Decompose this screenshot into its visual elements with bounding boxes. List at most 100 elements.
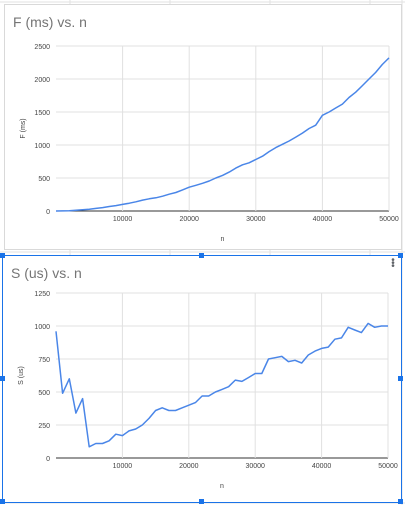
- data-point: [335, 107, 337, 109]
- y-axis-title: S (us): [18, 366, 25, 385]
- resize-handle-top-right[interactable]: [398, 253, 403, 258]
- data-point: [222, 175, 224, 177]
- data-point: [228, 386, 230, 388]
- data-point: [367, 323, 369, 325]
- data-point: [95, 208, 97, 210]
- y-axis-title: F (ms): [20, 118, 27, 138]
- data-point: [268, 151, 270, 153]
- data-point: [388, 57, 390, 59]
- x-tick-label: 10000: [113, 216, 133, 223]
- data-point: [62, 210, 64, 212]
- data-point: [142, 424, 144, 426]
- chart-f-ms-vs-n[interactable]: F (ms) vs. n 0 500 1000 1500 2000 2500 10000 20…: [4, 4, 402, 250]
- data-point: [201, 395, 203, 397]
- data-point: [95, 443, 97, 445]
- data-point: [301, 362, 303, 364]
- chart-title: F (ms) vs. n: [13, 14, 87, 30]
- data-point: [89, 208, 91, 210]
- data-point: [208, 180, 210, 182]
- x-tick-label: 20000: [179, 463, 199, 470]
- data-point: [341, 337, 343, 339]
- data-point: [248, 377, 250, 379]
- data-point: [75, 210, 77, 212]
- data-point: [241, 381, 243, 383]
- data-point: [128, 430, 130, 432]
- x-tick-label: 50000: [379, 216, 399, 223]
- data-point: [69, 378, 71, 380]
- data-point: [135, 201, 137, 203]
- data-point: [69, 210, 71, 212]
- y-tick-label: 1250: [34, 291, 50, 298]
- data-point: [348, 97, 350, 99]
- data-point: [242, 164, 244, 166]
- data-point: [148, 418, 150, 420]
- resize-handle-top-middle[interactable]: [199, 253, 204, 258]
- data-point: [109, 206, 111, 208]
- x-tick-label: 30000: [245, 463, 265, 470]
- data-point: [295, 136, 297, 138]
- x-axis-title: n: [220, 483, 224, 490]
- y-tick-label: 750: [38, 357, 50, 364]
- x-tick-label: 50000: [378, 463, 398, 470]
- data-point: [248, 162, 250, 164]
- data-point: [135, 428, 137, 430]
- data-point: [321, 348, 323, 350]
- y-tick-label: 2000: [34, 77, 50, 84]
- series-line: [55, 322, 388, 448]
- data-point: [315, 124, 317, 126]
- data-point: [355, 91, 357, 93]
- data-point: [161, 407, 163, 409]
- x-tick-label: 20000: [179, 216, 199, 223]
- data-point: [382, 64, 384, 66]
- data-point: [308, 128, 310, 130]
- data-point: [387, 325, 389, 327]
- data-point: [122, 204, 124, 206]
- chart-title: S (us) vs. n: [11, 265, 82, 281]
- series-line: [55, 57, 390, 212]
- data-point: [55, 331, 57, 333]
- data-point: [215, 177, 217, 179]
- data-point: [262, 155, 264, 157]
- resize-handle-bottom-right[interactable]: [398, 499, 403, 504]
- y-tick-label: 2500: [34, 44, 50, 51]
- y-tick-label: 1000: [34, 143, 50, 150]
- data-point: [75, 412, 77, 414]
- data-point: [328, 111, 330, 113]
- data-point: [322, 115, 324, 117]
- data-point: [221, 389, 223, 391]
- resize-handle-middle-left[interactable]: [0, 376, 5, 381]
- data-point: [368, 78, 370, 80]
- x-tick-label: 40000: [313, 216, 333, 223]
- resize-handle-middle-right[interactable]: [398, 376, 403, 381]
- resize-handle-bottom-middle[interactable]: [199, 499, 204, 504]
- data-point: [115, 433, 117, 435]
- y-tick-label: 500: [38, 390, 50, 397]
- x-tick-label: 40000: [312, 463, 332, 470]
- data-point: [302, 132, 304, 134]
- chart-s-us-vs-n[interactable]: S (us) vs. n 0 250 500 750 1000 1250 10000 2000…: [2, 255, 402, 503]
- data-point: [168, 410, 170, 412]
- x-axis-title: n: [221, 236, 225, 243]
- data-point: [62, 393, 64, 395]
- resize-handle-top-left[interactable]: [0, 253, 5, 258]
- data-point: [102, 443, 104, 445]
- data-point: [182, 189, 184, 191]
- chart-plot-area: 0 250 500 750 1000 1250 10000 20000 30000 40000 50…: [18, 291, 398, 490]
- data-point: [381, 325, 383, 327]
- data-point: [208, 395, 210, 397]
- resize-handle-bottom-left[interactable]: [0, 499, 5, 504]
- kebab-menu-icon[interactable]: • • •: [391, 255, 395, 272]
- data-point: [55, 210, 57, 212]
- data-point: [228, 171, 230, 173]
- data-point: [375, 72, 377, 74]
- data-point: [235, 379, 237, 381]
- data-point: [327, 346, 329, 348]
- data-point: [82, 398, 84, 400]
- data-point: [148, 198, 150, 200]
- data-point: [235, 167, 237, 169]
- data-point: [334, 338, 336, 340]
- data-point: [129, 202, 131, 204]
- data-point: [354, 329, 356, 331]
- data-point: [254, 373, 256, 375]
- x-tick-label: 30000: [246, 216, 266, 223]
